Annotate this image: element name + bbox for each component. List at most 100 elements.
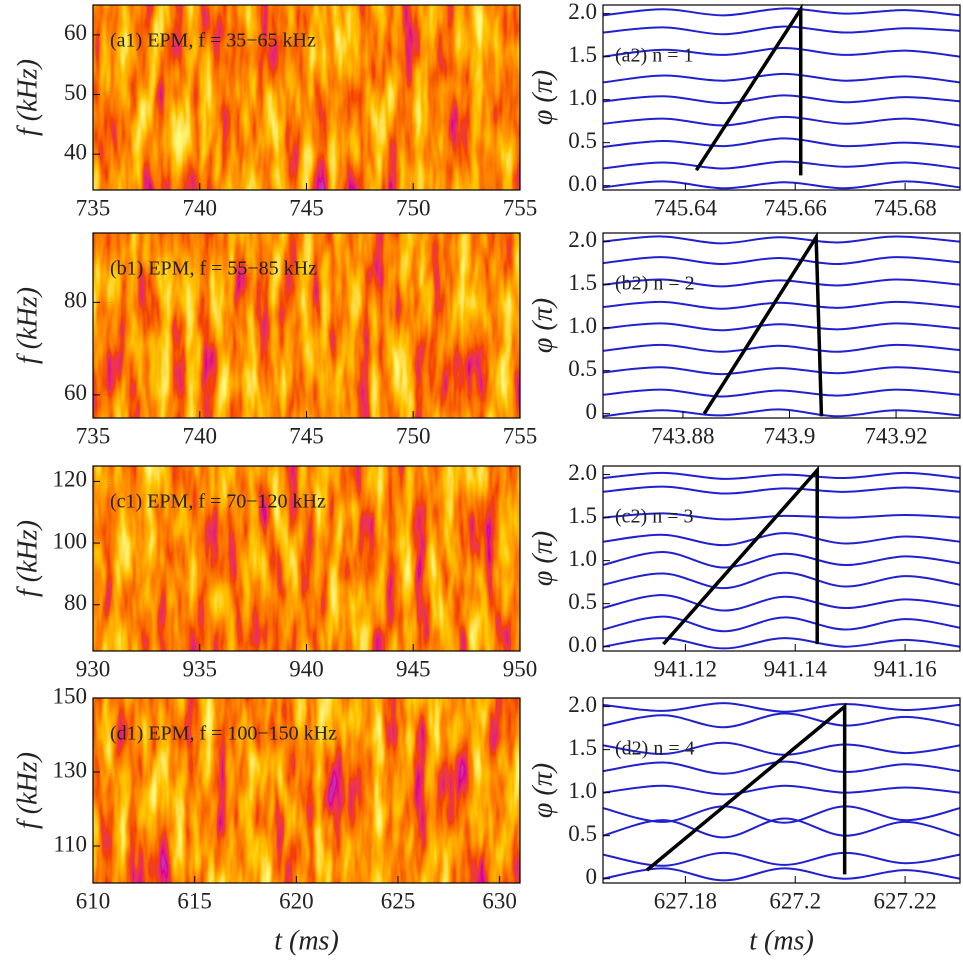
phase-curve xyxy=(603,615,960,633)
spectrogram-image xyxy=(93,466,520,651)
y-tick-label: 100 xyxy=(53,528,88,553)
x-tick-label: 745 xyxy=(289,195,324,220)
y-axis-label: f (kHz) xyxy=(12,287,43,364)
y-tick-label: 0.5 xyxy=(568,589,597,614)
x-tick-label: 945 xyxy=(396,656,431,681)
y-tick-label: 120 xyxy=(53,467,88,492)
y-tick-label: 1.0 xyxy=(568,546,597,571)
y-tick-label: 80 xyxy=(64,288,87,313)
y-tick-label: 2.0 xyxy=(568,692,597,717)
y-tick-label: 60 xyxy=(64,20,87,45)
x-tick-label: 755 xyxy=(503,423,538,448)
x-tick-label: 930 xyxy=(76,656,111,681)
curves xyxy=(603,7,960,190)
y-axis-label: φ (π) xyxy=(527,531,558,586)
y-tick-label: 0.5 xyxy=(568,128,597,153)
phase-curve xyxy=(603,867,960,882)
y-tick-label: 0 xyxy=(586,864,598,889)
y-axis-label: f (kHz) xyxy=(12,520,43,597)
panel-label: (a1) EPM, f = 35−65 kHz xyxy=(110,30,316,52)
x-tick-label: 745.64 xyxy=(654,195,718,220)
x-tick-label: 615 xyxy=(177,888,212,913)
y-tick-label: 60 xyxy=(64,380,87,405)
panel-label: (b1) EPM, f = 55−85 kHz xyxy=(110,258,317,280)
y-tick-label: 1.5 xyxy=(568,42,597,67)
x-tick-label: 745.68 xyxy=(873,195,936,220)
y-tick-label: 40 xyxy=(64,139,87,164)
spectrogram-image xyxy=(93,698,520,883)
spectrogram-image xyxy=(93,5,520,190)
phase-curve xyxy=(603,760,960,775)
y-tick-label: 2.0 xyxy=(568,0,597,24)
x-tick-label: 627.2 xyxy=(769,888,821,913)
phase-curve xyxy=(603,408,960,418)
y-axis-label: φ (π) xyxy=(527,298,558,353)
phase-curve xyxy=(603,256,960,265)
y-tick-label: 1.0 xyxy=(568,778,597,803)
x-tick-label: 950 xyxy=(503,656,538,681)
trend-line xyxy=(645,702,847,875)
x-tick-label: 743.92 xyxy=(864,423,927,448)
phase-curve xyxy=(603,7,960,17)
x-tick-label: 750 xyxy=(396,195,431,220)
y-tick-label: 2.0 xyxy=(568,227,597,252)
y-tick-label: 0.0 xyxy=(568,171,597,196)
phase-curve xyxy=(603,594,960,612)
x-tick-label: 755 xyxy=(503,195,538,220)
y-tick-label: 0.5 xyxy=(568,821,597,846)
phase-curve xyxy=(603,180,960,190)
phase-curve xyxy=(603,637,960,650)
trend-line xyxy=(694,3,803,176)
y-tick-label: 1.5 xyxy=(568,270,597,295)
x-tick-label: 750 xyxy=(396,423,431,448)
plot-frame xyxy=(602,697,961,884)
phase-curve xyxy=(603,388,960,398)
x-tick-label: 740 xyxy=(183,195,218,220)
panel-label: (d1) EPM, f = 100−150 kHz xyxy=(110,723,337,745)
x-tick-label: 627.18 xyxy=(654,888,717,913)
phase-curve xyxy=(603,851,960,867)
phase-curve xyxy=(603,47,960,58)
x-tick-label: 627.22 xyxy=(873,888,936,913)
y-tick-label: 1.0 xyxy=(568,313,597,338)
phase-curve xyxy=(603,817,960,839)
y-tick-label: 2.0 xyxy=(568,460,597,485)
phase-curve xyxy=(603,571,960,590)
phase-curve xyxy=(603,551,960,569)
curves xyxy=(603,235,960,418)
y-tick-label: 0 xyxy=(586,399,598,424)
phase-curve xyxy=(603,25,960,36)
phase-curve xyxy=(603,702,960,713)
spectrogram-image xyxy=(93,233,520,418)
x-axis-label: t (ms) xyxy=(274,925,339,956)
phase-curve xyxy=(603,278,960,288)
panel-label: (d2) n = 4 xyxy=(615,738,695,760)
x-tick-label: 630 xyxy=(482,888,517,913)
y-tick-label: 1.5 xyxy=(568,503,597,528)
phase-curve xyxy=(603,784,960,796)
y-tick-label: 80 xyxy=(64,590,87,615)
plot-frame xyxy=(92,697,521,884)
plot-frame xyxy=(602,4,961,191)
phase-curve xyxy=(603,115,960,127)
y-tick-label: 0.5 xyxy=(568,356,597,381)
phase-curve xyxy=(603,94,960,105)
phase-curve xyxy=(603,160,960,170)
panel-label: (c1) EPM, f = 70−120 kHz xyxy=(110,491,326,513)
phase-curve xyxy=(603,712,960,729)
phase-curve xyxy=(603,532,960,547)
phase-curve xyxy=(603,137,960,148)
y-tick-label: 1.0 xyxy=(568,85,597,110)
x-tick-label: 941.12 xyxy=(654,656,717,681)
trend-line xyxy=(662,465,819,646)
phase-curve xyxy=(603,322,960,332)
plot-frame xyxy=(602,465,961,652)
x-tick-label: 745.66 xyxy=(764,195,827,220)
x-tick-label: 610 xyxy=(76,888,111,913)
plot-frame xyxy=(602,232,961,419)
phase-curve xyxy=(603,72,960,84)
phase-curve xyxy=(603,471,960,480)
phase-curve xyxy=(603,366,960,376)
phase-curve xyxy=(603,343,960,353)
